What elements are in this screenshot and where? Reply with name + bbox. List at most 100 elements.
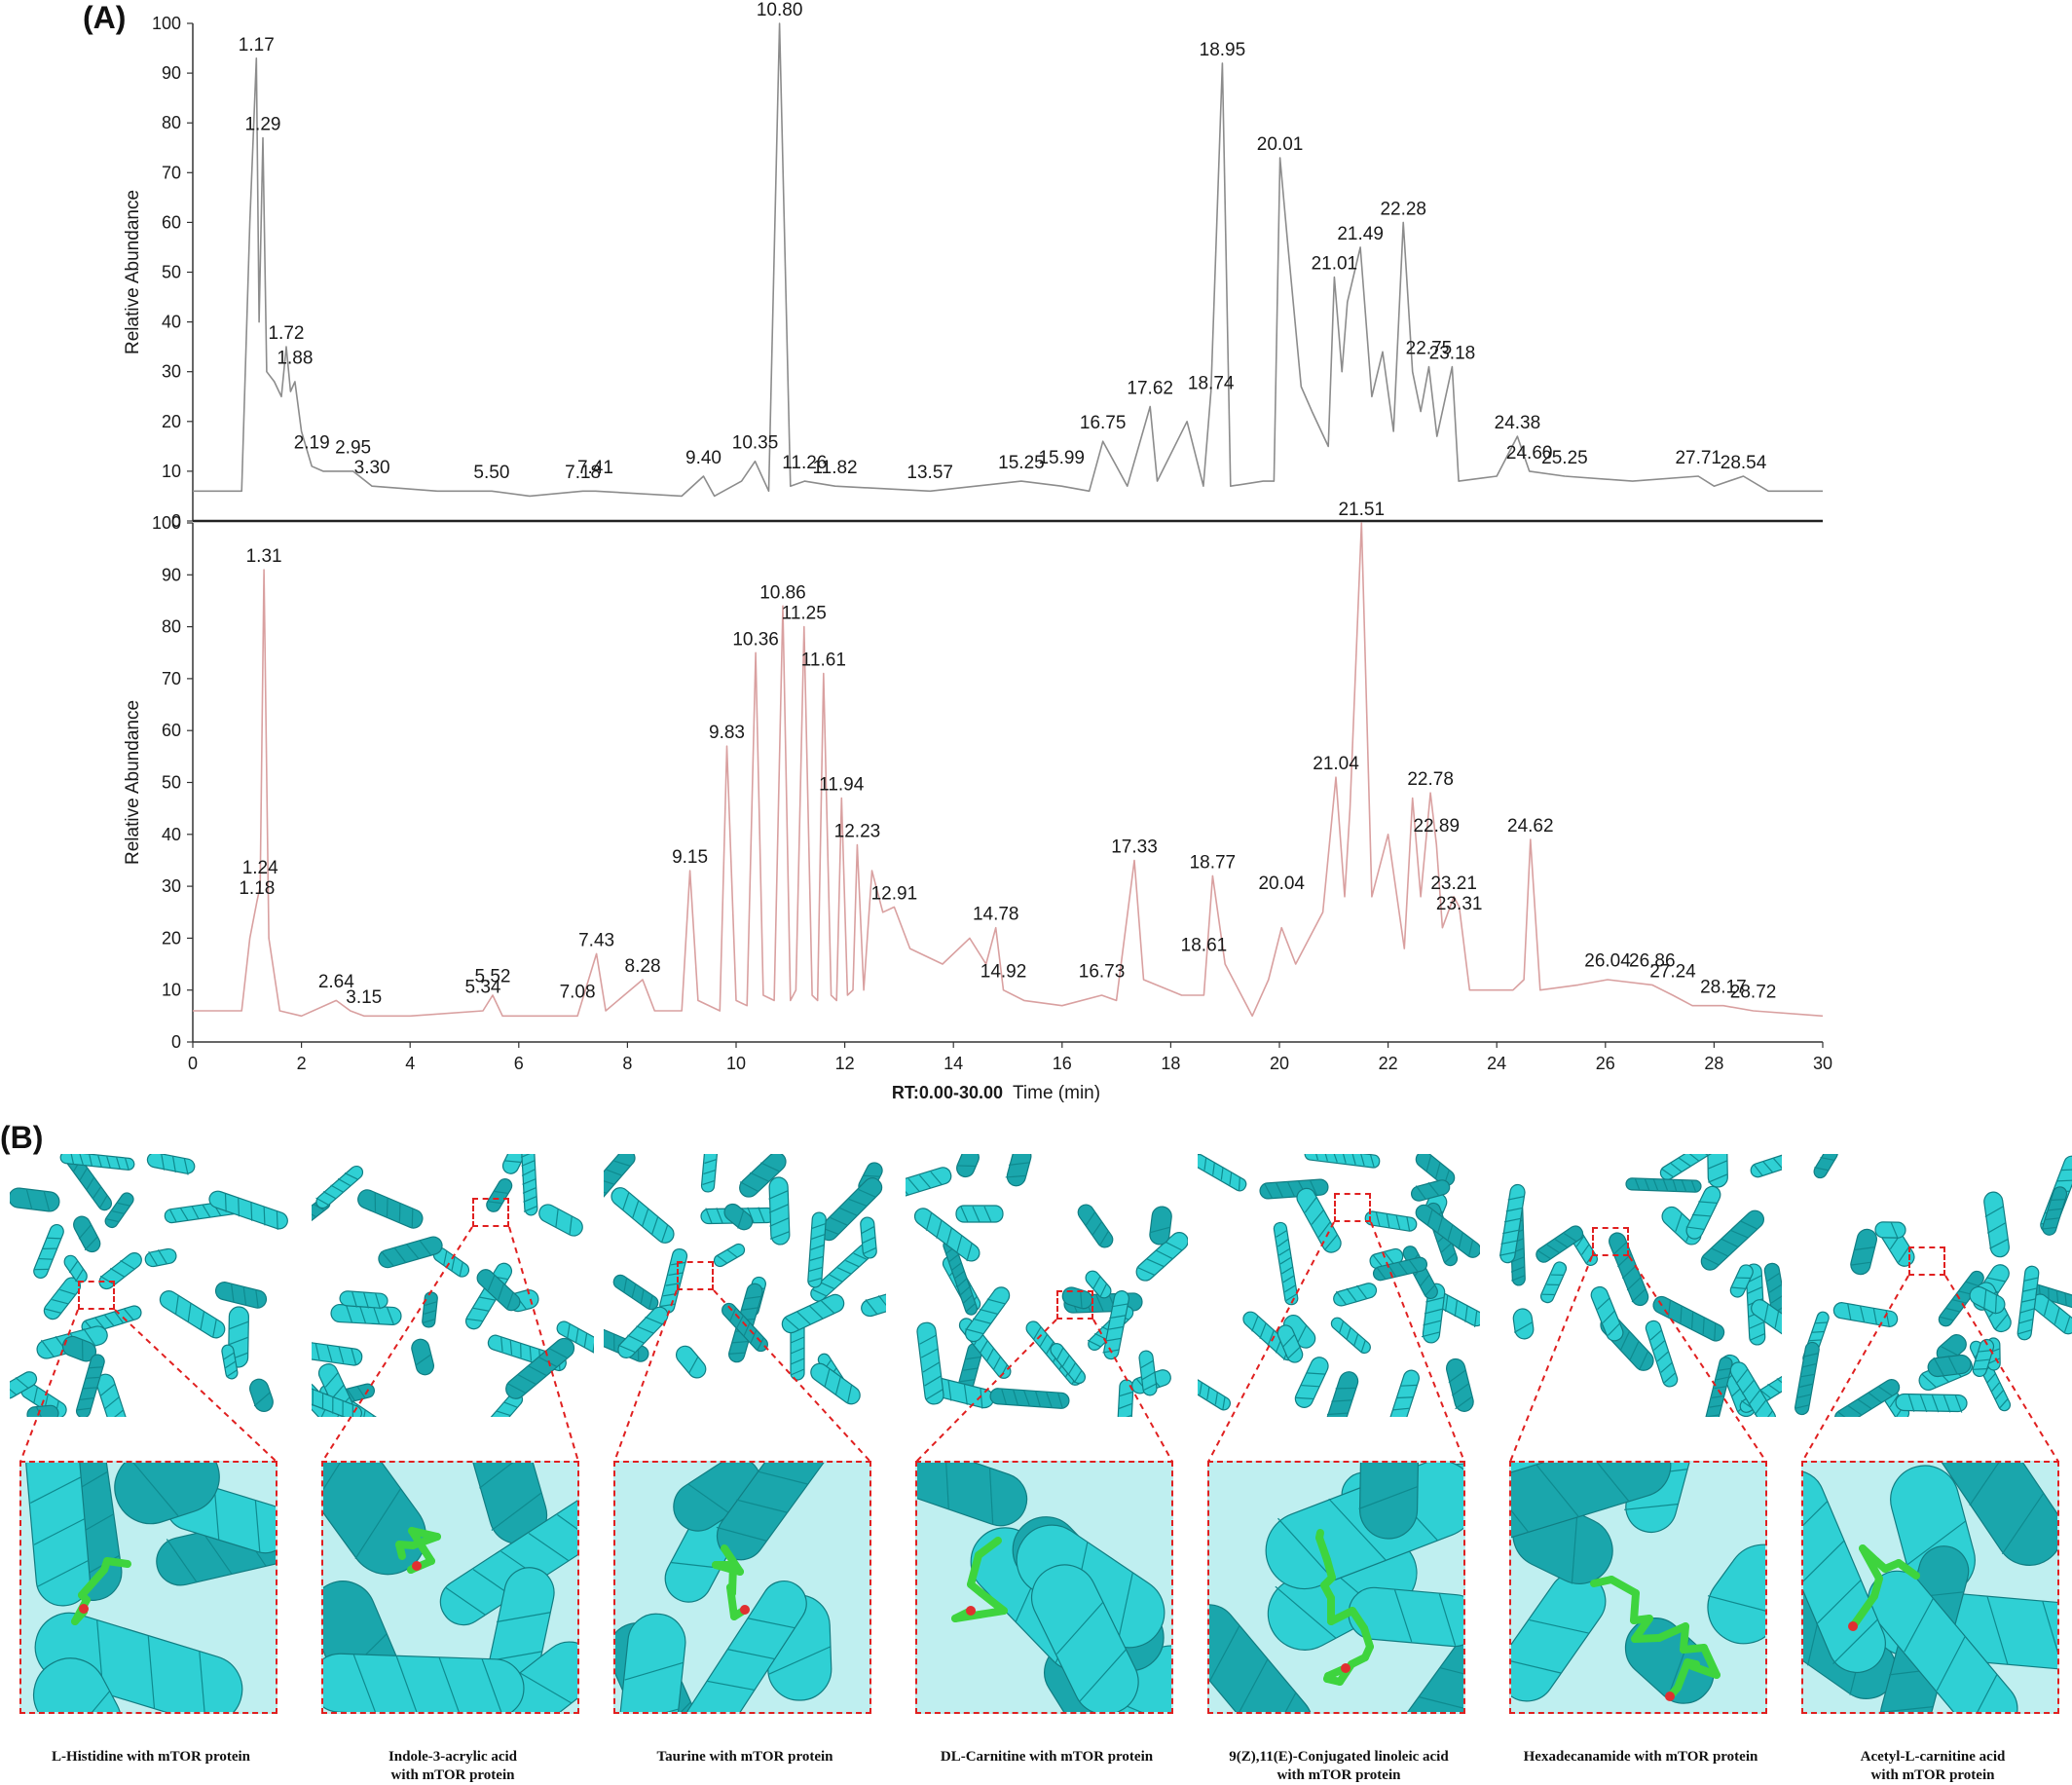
peak-label: 21.49 xyxy=(1337,224,1384,244)
zoom-connector xyxy=(1801,1275,2059,1463)
docking-caption: Acetyl-L-carnitine acid with mTOR protein xyxy=(1782,1748,2072,1785)
peak-label: 21.04 xyxy=(1313,754,1359,774)
y-axis-label: Relative Abundance xyxy=(123,700,143,865)
peak-label: 1.17 xyxy=(239,35,275,56)
docking-caption-line: Acetyl-L-carnitine acid xyxy=(1860,1749,2006,1765)
peak-label: 1.24 xyxy=(242,858,278,878)
zoom-connector xyxy=(915,1319,1173,1463)
peak-label: 18.74 xyxy=(1188,373,1235,393)
zoom-connector xyxy=(19,1309,278,1463)
peak-label: 21.51 xyxy=(1338,500,1385,520)
binding-site-marker xyxy=(1908,1246,1945,1276)
peak-label: 11.26 xyxy=(782,453,827,473)
peak-label: 12.91 xyxy=(871,883,918,904)
peak-label: 28.72 xyxy=(1730,983,1777,1003)
docking-caption: Hexadecanamide with mTOR protein xyxy=(1490,1748,1792,1766)
docking-caption-line: Taurine with mTOR protein xyxy=(656,1749,833,1765)
binding-site-zoom-image xyxy=(1207,1461,1465,1714)
binding-site-zoom-image xyxy=(1509,1461,1767,1714)
peak-label: 15.99 xyxy=(1038,448,1085,468)
y-tick-label: 40 xyxy=(162,825,181,844)
rt-range-label: RT:0.00-30.00 xyxy=(892,1083,1003,1102)
peak-label: 24.62 xyxy=(1507,816,1554,837)
y-tick-label: 70 xyxy=(162,163,181,182)
docking-caption-line: Indole-3-acrylic acid xyxy=(388,1749,518,1765)
binding-site-marker xyxy=(1334,1193,1371,1222)
y-tick-label: 60 xyxy=(162,212,181,232)
peak-label: 7.43 xyxy=(578,930,614,950)
x-tick-label: 16 xyxy=(1053,1054,1072,1073)
binding-site-zoom-image xyxy=(613,1461,871,1714)
x-axis-label: Time (min) xyxy=(1013,1083,1100,1103)
binding-site-marker xyxy=(78,1281,115,1310)
y-tick-label: 50 xyxy=(162,773,181,793)
x-tick-label: 30 xyxy=(1813,1054,1832,1073)
peak-label: 1.72 xyxy=(268,323,304,344)
peak-label: 8.28 xyxy=(625,956,661,977)
y-tick-label: 0 xyxy=(171,1032,181,1052)
peak-label: 9.15 xyxy=(672,847,708,868)
peak-label: 23.31 xyxy=(1436,894,1483,914)
y-axis-label: Relative Abundance xyxy=(123,190,143,354)
docking-item: Taurine with mTOR protein xyxy=(579,1147,903,1777)
binding-site-marker xyxy=(1592,1227,1629,1256)
panel-label-a: (A) xyxy=(83,0,127,35)
peak-label: 1.18 xyxy=(239,878,275,899)
peak-label: 13.57 xyxy=(906,463,953,483)
peak-label: 11.82 xyxy=(812,458,857,478)
docking-caption: Indole-3-acrylic acid with mTOR protein xyxy=(302,1748,604,1785)
peak-label: 25.25 xyxy=(1541,448,1588,468)
docking-item: 9(Z),11(E)-Conjugated linoleic acid with … xyxy=(1188,1146,1485,1783)
peak-label: 3.15 xyxy=(346,987,382,1008)
chromatogram-trace xyxy=(193,22,1823,498)
peak-label: 27.71 xyxy=(1675,448,1721,468)
zoom-connector xyxy=(1207,1221,1465,1463)
peak-label: 14.92 xyxy=(980,961,1027,982)
peak-label: 1.29 xyxy=(244,115,280,135)
peak-label: 3.30 xyxy=(354,458,390,478)
binding-site-marker xyxy=(677,1261,714,1290)
peak-label: 7.08 xyxy=(560,983,596,1003)
y-tick-label: 20 xyxy=(162,928,181,948)
peak-label: 23.18 xyxy=(1429,344,1476,364)
docking-item: Hexadecanamide with mTOR protein xyxy=(1498,1133,1813,1777)
peak-label: 2.19 xyxy=(294,433,330,454)
peak-label: 22.28 xyxy=(1380,199,1426,219)
y-tick-label: 0 xyxy=(171,511,181,531)
peak-label: 18.95 xyxy=(1200,40,1246,60)
docking-caption: 9(Z),11(E)-Conjugated linoleic acid with … xyxy=(1188,1748,1490,1785)
zoom-connector xyxy=(321,1226,579,1463)
peak-label: 15.25 xyxy=(998,453,1045,473)
peak-label: 16.73 xyxy=(1079,961,1126,982)
chromatogram-trace xyxy=(193,522,1824,1018)
protein-overview-image xyxy=(0,1151,292,1440)
y-tick-label: 90 xyxy=(162,63,181,83)
peak-label: 23.21 xyxy=(1430,874,1477,894)
peak-label: 24.38 xyxy=(1495,413,1541,433)
binding-site-zoom-image xyxy=(915,1461,1173,1714)
docking-caption: L-Histidine with mTOR protein xyxy=(0,1748,302,1766)
peak-label: 27.24 xyxy=(1649,961,1696,982)
docking-caption: Taurine with mTOR protein xyxy=(594,1748,896,1766)
peak-label: 10.86 xyxy=(759,582,806,603)
peak-label: 9.83 xyxy=(709,723,745,743)
peak-label: 1.88 xyxy=(277,349,313,369)
peak-label: 5.52 xyxy=(475,967,511,987)
y-tick-label: 90 xyxy=(162,565,181,584)
protein-overview-image xyxy=(1792,1146,2072,1427)
peak-label: 16.75 xyxy=(1080,413,1127,433)
peak-label: 22.78 xyxy=(1407,769,1454,790)
peak-label: 21.01 xyxy=(1312,254,1358,275)
peak-label: 14.78 xyxy=(973,905,1019,925)
peak-label: 18.61 xyxy=(1181,936,1228,956)
docking-item: Acetyl-L-carnitine acid with mTOR protein xyxy=(1792,1146,2072,1783)
y-tick-label: 40 xyxy=(162,313,181,332)
y-tick-label: 100 xyxy=(152,14,181,33)
binding-site-marker xyxy=(1056,1290,1093,1320)
binding-site-zoom-image xyxy=(19,1461,278,1714)
docking-item: Indole-3-acrylic acid with mTOR protein xyxy=(289,1133,629,1783)
y-tick-label: 70 xyxy=(162,669,181,688)
y-tick-label: 80 xyxy=(162,617,181,637)
zoom-connector xyxy=(1509,1255,1767,1463)
